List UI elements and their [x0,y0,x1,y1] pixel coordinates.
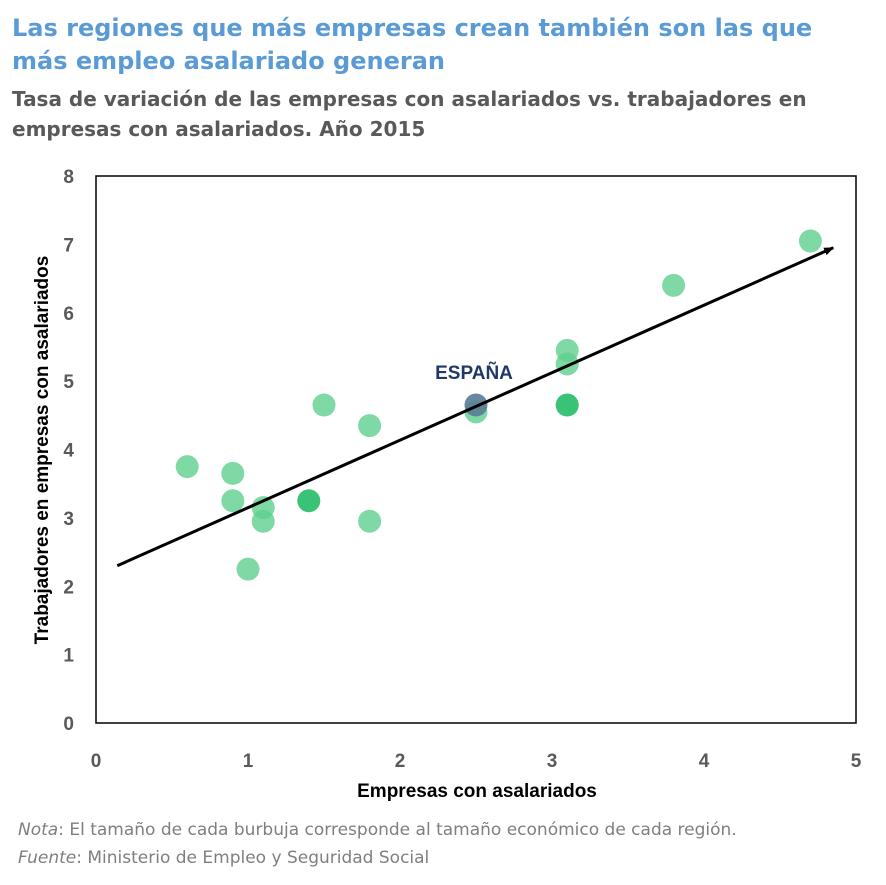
y-tick-label: 6 [63,304,74,325]
data-point [312,393,336,417]
chart-title: Las regiones que más empresas crean tamb… [12,14,813,75]
data-point [555,393,579,417]
data-point [662,273,686,297]
data-point [358,509,382,533]
y-tick-label: 8 [63,167,74,188]
y-tick-label: 5 [63,372,74,393]
plot-area-frame [95,175,857,724]
data-point [221,489,245,513]
data-point [358,414,382,438]
x-tick-label: 4 [699,751,710,772]
source-line: Fuente: Ministerio de Empleo y Seguridad… [18,844,878,872]
x-tick-label: 1 [243,751,254,772]
x-tick-label: 3 [547,751,558,772]
source-label: Fuente [18,848,77,868]
data-point [221,461,245,485]
data-point [236,557,260,581]
chart-subtitle: Tasa de variación de las empresas con as… [12,87,807,141]
y-tick-label: 4 [63,441,74,462]
x-tick-label: 2 [395,751,406,772]
source-text: : Ministerio de Empleo y Seguridad Socia… [76,848,430,868]
y-tick-label: 3 [63,509,74,530]
data-point [798,229,822,253]
data-point [555,352,579,376]
y-axis-label: Trabajadores en empresas con asalariados [32,256,53,645]
data-point [251,509,275,533]
note-text: : El tamaño de cada burbuja corresponde … [58,820,737,840]
chart-notes: Nota: El tamaño de cada burbuja correspo… [18,816,878,872]
x-tick-label: 5 [851,751,862,772]
trend-arrow [116,246,835,568]
y-tick-label: 0 [63,714,74,735]
y-tick-label: 1 [63,646,74,667]
x-axis-label: Empresas con asalariados [357,781,597,802]
note-label: Nota [18,820,59,840]
data-point [175,455,199,479]
data-point [297,489,321,513]
y-tick-label: 7 [63,235,74,256]
data-points [175,229,822,581]
y-tick-label: 2 [63,577,74,598]
x-axis-ticks: 0 1 2 3 4 5 [91,751,862,772]
note-line: Nota: El tamaño de cada burbuja correspo… [18,816,878,844]
x-tick-label: 0 [91,751,102,772]
y-axis-ticks: 0 1 2 3 4 5 6 7 8 [63,167,74,735]
spain-annotation: ESPAÑA [435,362,513,384]
